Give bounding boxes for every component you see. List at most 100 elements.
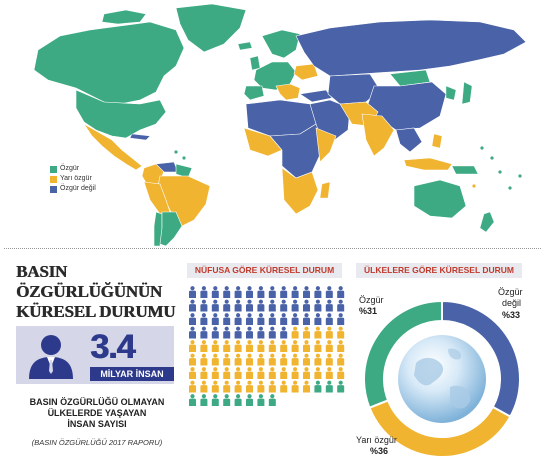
- map-region-italy-balkans: [275, 83, 301, 101]
- person-icon: [280, 340, 288, 352]
- person-icon: [200, 380, 208, 393]
- person-icon: [303, 367, 310, 379]
- person-icon: [234, 286, 242, 298]
- person-icon: [189, 299, 196, 312]
- person-icon: [280, 313, 288, 325]
- person-icon: [189, 380, 196, 393]
- person-icon: [325, 340, 333, 352]
- person-icon: [211, 394, 219, 406]
- person-icon: [200, 340, 208, 352]
- legend-label-partly-free: Yarı özgür: [60, 175, 92, 182]
- person-icon: [291, 313, 299, 325]
- map-region-new-zealand: [479, 211, 495, 233]
- person-icon: [211, 367, 219, 379]
- person-icon: [303, 286, 310, 298]
- map-region-australia: [413, 179, 467, 219]
- person-icon: [189, 340, 196, 352]
- person-icon: [257, 326, 265, 339]
- person-icon: [314, 299, 322, 312]
- legend-item-free: Özgür: [50, 164, 96, 174]
- person-icon: [337, 367, 345, 379]
- person-icon: [211, 353, 219, 366]
- map-region-uk: [249, 55, 261, 71]
- legend-item-partly-free: Yarı özgür: [50, 174, 96, 184]
- person-icon: [280, 353, 288, 366]
- person-icon: [200, 286, 208, 298]
- person-icon: [257, 340, 265, 352]
- person-icon: [325, 299, 333, 312]
- map-legend: Özgür Yarı özgür Özgür değil: [50, 164, 96, 194]
- person-icon: [314, 326, 322, 339]
- map-region-philippines: [431, 133, 443, 149]
- person-icon: [303, 340, 310, 352]
- map-region-ukraine: [293, 63, 319, 81]
- stat-caption: BASIN ÖZGÜRLÜĞÜ OLMAYAN ÜLKELERDE YAŞAYA…: [12, 397, 182, 430]
- person-icon: [314, 380, 322, 393]
- person-icon: [314, 367, 322, 379]
- person-icon: [246, 353, 253, 366]
- person-icon: [337, 313, 345, 325]
- person-icon: [234, 326, 242, 339]
- person-icon: [303, 380, 310, 393]
- person-icon: [337, 380, 345, 393]
- big-stat-unit: MİLYAR İNSAN: [90, 367, 174, 381]
- map-region-mexico: [83, 123, 143, 171]
- person-icon: [246, 380, 253, 393]
- person-icon: [211, 286, 219, 298]
- person-icon: [303, 353, 310, 366]
- person-icon: [211, 380, 219, 393]
- caption-line-2: ÜLKELERDE YAŞAYAN: [47, 408, 147, 418]
- person-icon: [189, 326, 196, 339]
- map-region-russia: [295, 19, 527, 77]
- section-divider: [4, 248, 541, 249]
- map-region-argentina: [159, 211, 183, 247]
- caption-line-1: BASIN ÖZGÜRLÜĞÜ OLMAYAN: [29, 397, 165, 407]
- globe-icon: [398, 335, 486, 423]
- country-section-label: ÜLKELERE GÖRE KÜRESEL DURUM: [356, 263, 522, 278]
- person-icon: [246, 313, 253, 325]
- map-region-india: [361, 113, 395, 157]
- person-icon: [280, 326, 288, 339]
- person-icon: [223, 353, 231, 366]
- person-icon: [257, 299, 265, 312]
- person-icon: [268, 353, 276, 366]
- person-icon: [303, 326, 310, 339]
- title-line-1: BASIN: [16, 262, 67, 281]
- person-icon: [234, 313, 242, 325]
- person-icon: [211, 299, 219, 312]
- person-icon: [223, 326, 231, 339]
- person-icon: [325, 313, 333, 325]
- person-icon: [257, 286, 265, 298]
- person-icon: [246, 326, 253, 339]
- title-line-2: ÖZGÜRLÜĞÜNÜN: [16, 282, 162, 301]
- legend-swatch-free: [50, 165, 57, 173]
- infographic-title: BASIN ÖZGÜRLÜĞÜNÜN KÜRESEL DURUMU: [16, 262, 176, 322]
- country-donut-chart: Özgür %31 Özgür değil %33 Yarı özgür %36: [356, 287, 523, 458]
- person-icon: [246, 367, 253, 379]
- population-pictogram: [189, 286, 345, 406]
- map-region-new-guinea: [451, 165, 479, 175]
- person-icon: [223, 380, 231, 393]
- person-icon: [257, 313, 265, 325]
- person-icon: [223, 367, 231, 379]
- map-region-indonesia: [403, 157, 453, 171]
- person-icon: [280, 286, 288, 298]
- person-icon: [291, 326, 299, 339]
- person-icon: [337, 299, 345, 312]
- person-icon: [200, 394, 208, 406]
- map-region-greenland: [175, 3, 247, 53]
- person-icon: [189, 286, 196, 298]
- person-icon: [257, 394, 265, 406]
- person-icon: [268, 299, 276, 312]
- person-icon: [268, 326, 276, 339]
- person-icon: [211, 326, 219, 339]
- person-icon: [268, 380, 276, 393]
- person-icon: [211, 313, 219, 325]
- person-icon: [314, 313, 322, 325]
- person-icon: [268, 394, 276, 406]
- person-icon: [234, 340, 242, 352]
- population-section-label: NÜFUSA GÖRE KÜRESEL DURUM: [187, 263, 342, 278]
- person-icon: [325, 353, 333, 366]
- person-icon: [234, 380, 242, 393]
- person-icon: [200, 313, 208, 325]
